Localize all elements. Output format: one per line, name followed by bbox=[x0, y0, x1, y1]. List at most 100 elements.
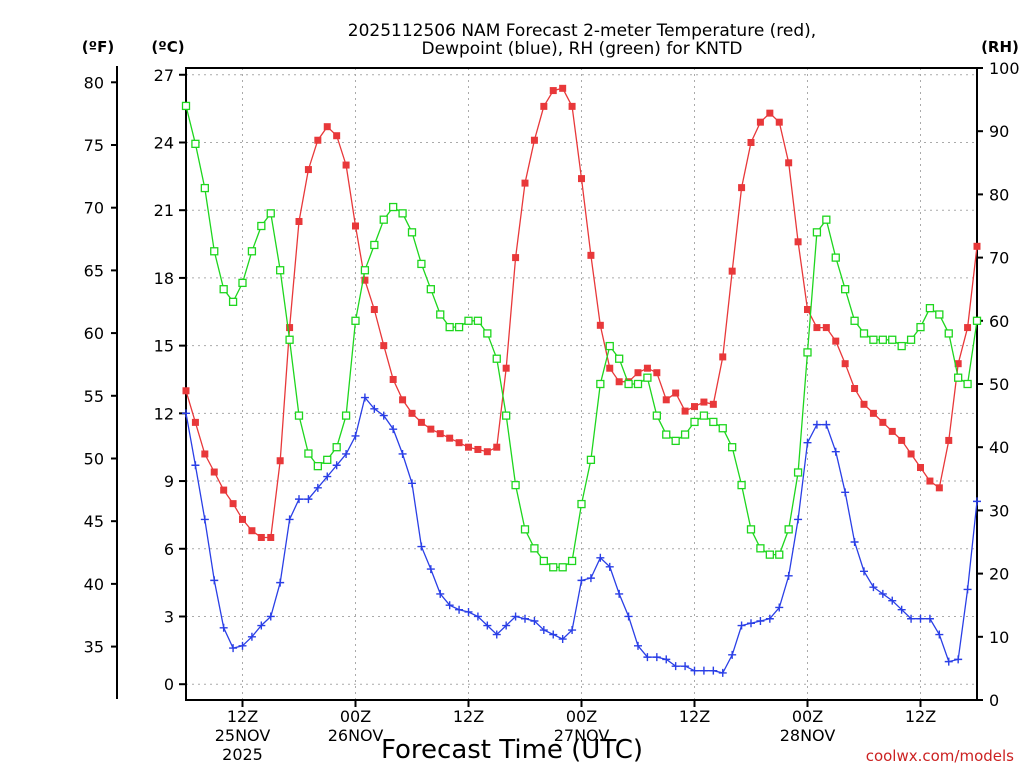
temperature-point bbox=[832, 337, 840, 345]
rh-point bbox=[841, 285, 850, 294]
temperature-point bbox=[691, 403, 698, 411]
dewpoint-point bbox=[370, 404, 379, 413]
dewpoint-point bbox=[671, 662, 680, 671]
rh-point bbox=[511, 480, 520, 490]
dewpoint-point bbox=[276, 578, 285, 587]
fahrenheit-unit-label: (ºF) bbox=[82, 38, 114, 56]
x-axis-title: Forecast Time (UTC) bbox=[381, 735, 643, 765]
chart-title-line-1: 2025112506 NAM Forecast 2-meter Temperat… bbox=[348, 21, 816, 41]
dewpoint-point bbox=[728, 650, 737, 659]
celsius-tick-label: 15 bbox=[154, 337, 174, 356]
temperature-point bbox=[191, 418, 199, 426]
dewpoint-point bbox=[869, 583, 878, 592]
rh-point bbox=[897, 341, 906, 351]
rh-point bbox=[690, 417, 699, 427]
temperature-point bbox=[417, 418, 425, 426]
fahrenheit-tick-label: 55 bbox=[84, 387, 104, 406]
rh-point bbox=[539, 556, 548, 566]
rh-point bbox=[238, 278, 247, 288]
dewpoint-point bbox=[417, 542, 426, 551]
dewpoint-point bbox=[238, 641, 247, 650]
temperature-point bbox=[945, 436, 953, 444]
temperature-point bbox=[257, 533, 265, 541]
dewpoint-point bbox=[426, 565, 435, 574]
dewpoint-point bbox=[521, 614, 529, 623]
dewpoint-point bbox=[925, 614, 934, 623]
rh-point bbox=[502, 411, 511, 420]
dewpoint-point bbox=[709, 666, 718, 675]
rh-point bbox=[944, 329, 953, 338]
temperature-point bbox=[634, 369, 642, 377]
temperature-point bbox=[333, 132, 341, 140]
rh-point bbox=[577, 499, 586, 509]
temperature-point bbox=[643, 364, 651, 372]
rh-unit-label: (RH) bbox=[981, 38, 1019, 56]
celsius-tick-label: 3 bbox=[164, 607, 174, 626]
rh-point bbox=[822, 215, 831, 224]
dewpoint-point bbox=[916, 614, 925, 623]
x-date-label: 27NOV bbox=[554, 726, 610, 745]
rh-tick-label: 40 bbox=[989, 438, 1009, 457]
x-tick-label: 00Z bbox=[340, 707, 371, 726]
dewpoint-point bbox=[502, 621, 511, 630]
rh-point bbox=[615, 354, 624, 363]
rh-point bbox=[906, 335, 916, 344]
fahrenheit-tick-label: 65 bbox=[84, 261, 104, 280]
rh-point bbox=[492, 354, 501, 363]
temperature-point bbox=[304, 166, 312, 174]
dewpoint-point bbox=[398, 449, 407, 458]
dewpoint-point bbox=[652, 653, 661, 662]
temperature-point bbox=[248, 527, 256, 535]
temperature-point bbox=[606, 364, 614, 372]
dewpoint-point bbox=[794, 515, 803, 524]
rh-point bbox=[219, 285, 228, 294]
dewpoint-point bbox=[445, 601, 454, 610]
rh-point bbox=[407, 228, 417, 237]
rh-point bbox=[878, 335, 887, 344]
dewpoint-point bbox=[483, 621, 492, 630]
rh-point bbox=[558, 563, 567, 572]
dewpoint-point bbox=[615, 589, 624, 598]
dewpoint-point bbox=[210, 576, 219, 585]
temperature-point bbox=[615, 378, 623, 386]
dewpoint-point bbox=[888, 596, 897, 605]
rh-tick-label: 100 bbox=[989, 59, 1020, 78]
dewpoint-point bbox=[342, 449, 351, 458]
dewpoint-point bbox=[577, 576, 586, 585]
dewpoint-point bbox=[511, 612, 520, 621]
fahrenheit-tick-label: 75 bbox=[84, 136, 104, 155]
dewpoint-point bbox=[907, 614, 916, 623]
rh-point bbox=[210, 247, 219, 256]
x-tick-label: 12Z bbox=[905, 707, 936, 726]
temperature-point bbox=[549, 87, 557, 95]
temperature-point bbox=[738, 184, 746, 192]
temperature-point bbox=[662, 396, 670, 404]
rh-point bbox=[605, 341, 614, 351]
temperature-point bbox=[399, 396, 407, 404]
x-date-label: 28NOV bbox=[780, 726, 836, 745]
temperature-point bbox=[483, 448, 491, 456]
temperature-point bbox=[907, 450, 915, 458]
rh-tick-label: 30 bbox=[989, 501, 1009, 520]
temperature-point bbox=[229, 500, 237, 508]
rh-point bbox=[596, 379, 605, 389]
temperature-point bbox=[587, 251, 595, 259]
dewpoint-point bbox=[850, 538, 859, 546]
temperature-point bbox=[493, 443, 501, 451]
rh-tick-label: 60 bbox=[989, 312, 1009, 331]
temperature-point bbox=[719, 353, 727, 361]
fahrenheit-tick-label: 45 bbox=[84, 512, 104, 531]
dewpoint-point bbox=[379, 411, 388, 420]
temperature-point bbox=[681, 407, 689, 415]
dewpoint-point bbox=[229, 644, 238, 653]
dewpoint-point bbox=[831, 447, 840, 456]
rh-point bbox=[426, 285, 435, 294]
x-tick-label: 12Z bbox=[227, 707, 258, 726]
dewpoint-point bbox=[784, 571, 793, 580]
dewpoint-point bbox=[681, 662, 690, 671]
rh-point bbox=[888, 335, 897, 344]
dewpoint-point bbox=[756, 617, 765, 625]
dewpoint-point bbox=[549, 630, 558, 639]
temperature-point bbox=[898, 436, 906, 444]
